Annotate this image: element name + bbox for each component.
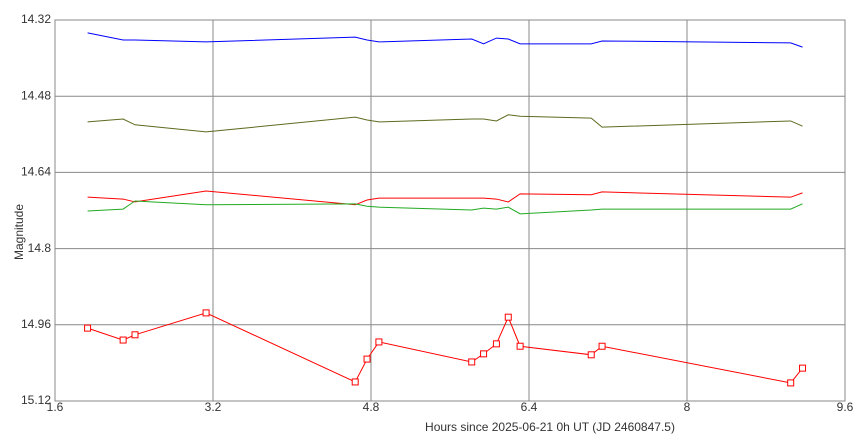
data-point — [84, 324, 92, 332]
x-tick-label: 6.4 — [521, 400, 538, 414]
x-tick-label: 1.6 — [47, 400, 64, 414]
x-tick-label: 8 — [684, 400, 691, 414]
y-tick-label: 15.12 — [21, 393, 51, 407]
data-point — [516, 342, 524, 350]
series-line — [87, 312, 803, 384]
data-point — [799, 364, 807, 372]
data-point — [375, 338, 383, 346]
data-point — [598, 342, 606, 350]
y-axis-label: Magnitude — [12, 204, 26, 260]
data-point — [202, 309, 210, 317]
plot-frame — [54, 19, 846, 402]
data-point — [587, 351, 595, 359]
series-line — [87, 32, 803, 48]
x-tick-label: 4.8 — [363, 400, 380, 414]
data-point — [504, 313, 512, 321]
data-point — [119, 336, 127, 344]
data-point — [131, 331, 139, 339]
data-point — [787, 379, 795, 387]
y-tick-label: 14.8 — [28, 241, 52, 255]
series-line — [87, 190, 803, 206]
x-tick-label: 3.2 — [205, 400, 222, 414]
y-tick-label: 14.96 — [21, 317, 51, 331]
x-axis-label: Hours since 2025-06-21 0h UT (JD 2460847… — [425, 420, 675, 434]
series-line — [87, 114, 803, 133]
data-point — [468, 358, 476, 366]
data-point — [351, 378, 359, 386]
data-point — [492, 340, 500, 348]
series-line — [87, 200, 803, 215]
y-tick-label: 14.64 — [21, 165, 51, 179]
x-tick-label: 9.6 — [837, 400, 854, 414]
data-point — [480, 350, 488, 358]
y-tick-label: 14.48 — [21, 88, 51, 102]
data-point — [363, 355, 371, 363]
y-tick-label: 14.32 — [21, 12, 51, 26]
